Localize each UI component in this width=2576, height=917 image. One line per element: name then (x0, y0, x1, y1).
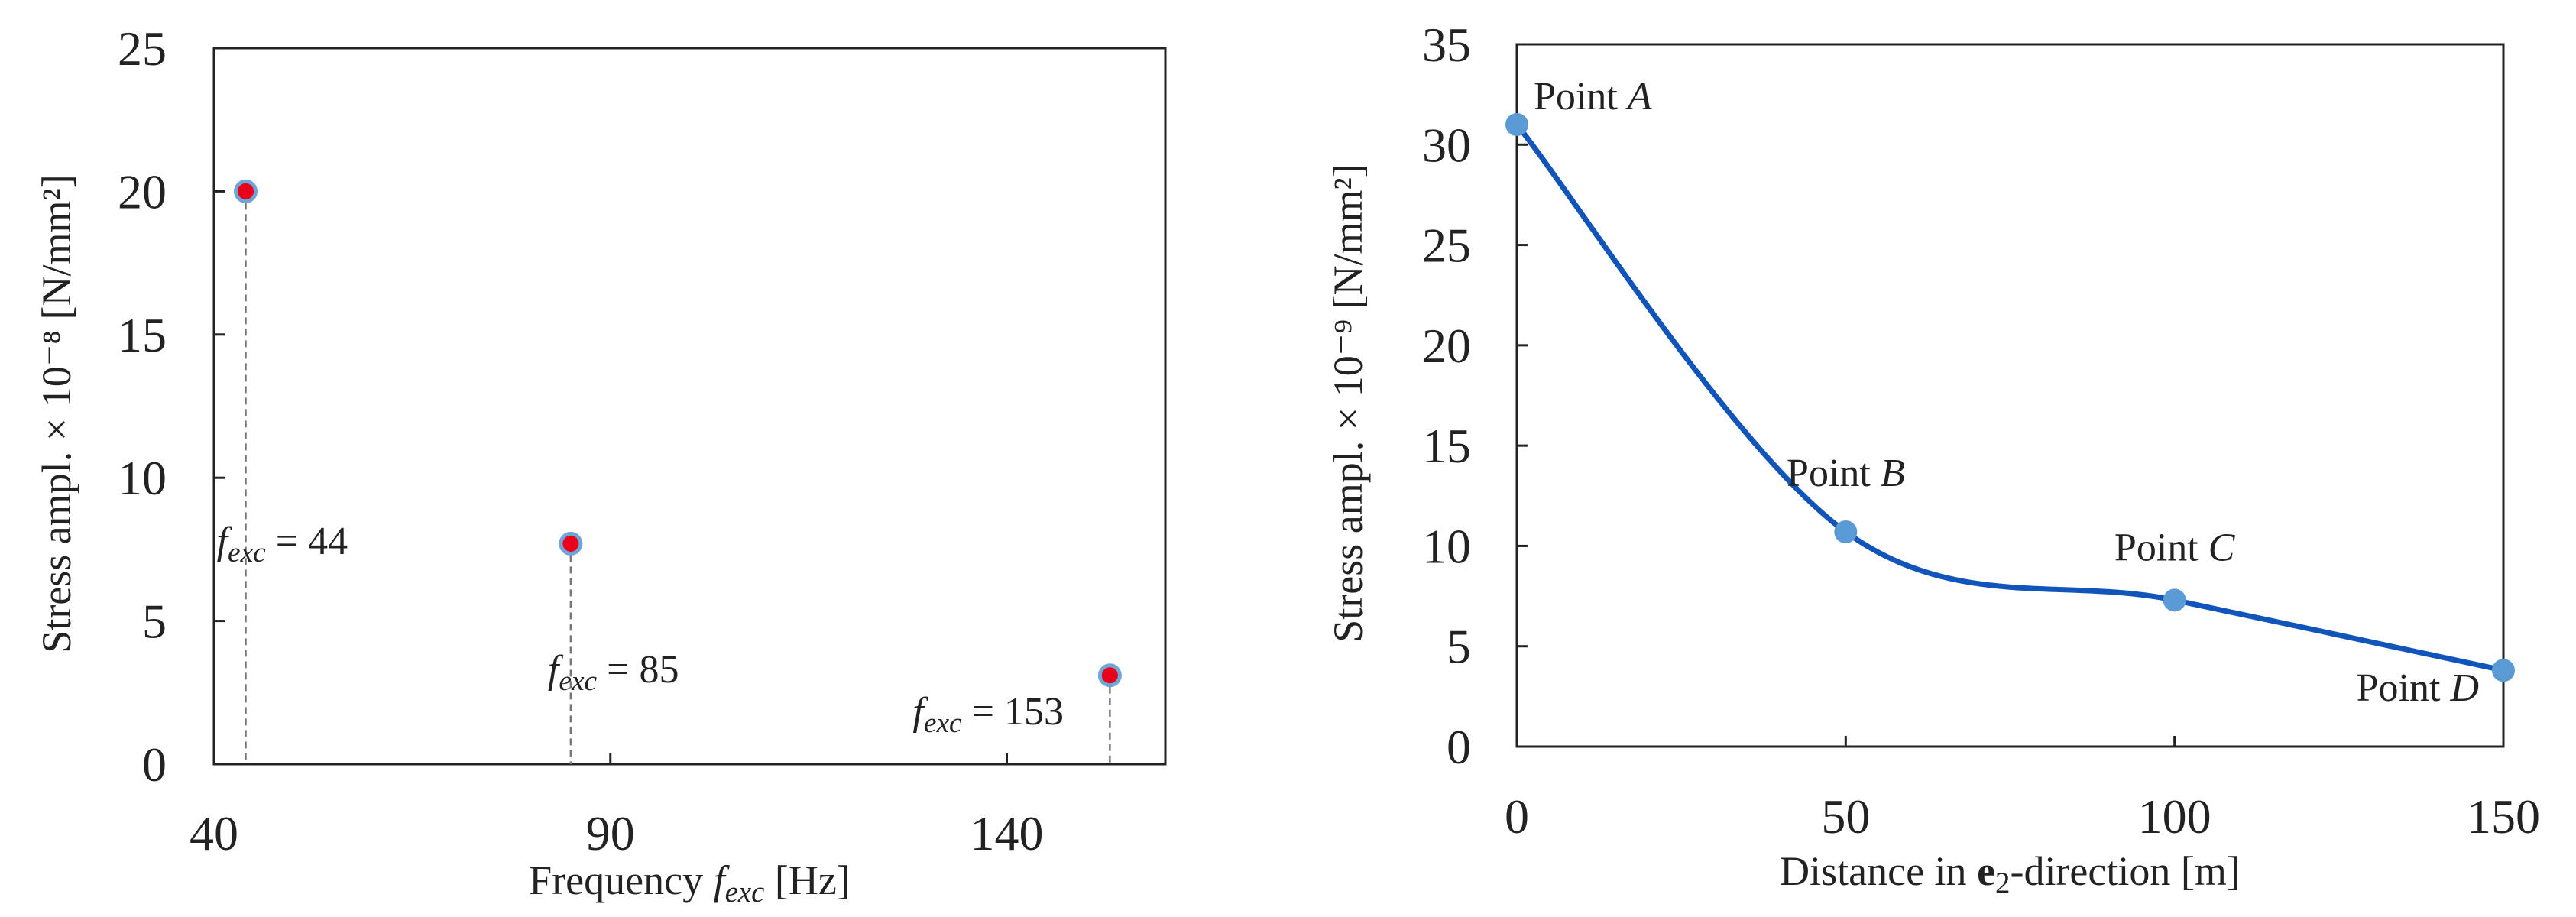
y-tick-label: 10 (118, 451, 167, 505)
y-axis-label: Stress ampl. × 10⁻⁹ [N/mm²] (1325, 164, 1371, 642)
plot-frame (212, 47, 1167, 766)
frequency-stem-chart: 0 5 10 15 20 25 40 90 140 fexc = 44 fexc = 85 fexc … (34, 21, 1167, 909)
x-tick-label: 100 (2138, 789, 2211, 844)
point-annotation: fexc = 44 (217, 520, 348, 569)
data-point (559, 531, 583, 556)
data-point (1834, 520, 1858, 544)
y-tick-label: 0 (1447, 720, 1471, 774)
point-annotation: Point A (1534, 75, 1652, 118)
point-annotation: fexc = 85 (548, 648, 679, 697)
plot-frame (1515, 43, 2505, 748)
point-annotation: Point C (2114, 526, 2236, 569)
y-tick-label: 20 (118, 164, 167, 219)
x-tick-label: 140 (970, 806, 1044, 860)
y-tick-label: 30 (1422, 118, 1471, 172)
y-tick-label: 25 (1422, 219, 1471, 273)
y-tick-label: 0 (142, 737, 167, 792)
data-point (1097, 663, 1122, 688)
x-tick-label: 40 (190, 806, 238, 860)
x-axis-label: Frequency fexc [Hz] (529, 857, 851, 909)
distance-line-chart: 0 5 10 15 20 25 30 35 0 50 100 150 Point A Point B Poi… (1325, 18, 2540, 899)
data-point (2492, 659, 2515, 682)
x-tick-label: 0 (1505, 789, 1529, 844)
y-tick-label: 15 (1422, 419, 1471, 473)
y-tick-label: 5 (1447, 620, 1471, 674)
x-tick-label: 150 (2467, 789, 2540, 844)
y-axis-label: Stress ampl. × 10⁻⁸ [N/mm²] (34, 174, 79, 653)
x-tick-label: 90 (586, 806, 635, 860)
data-point (1505, 113, 1528, 137)
y-tick-label: 20 (1422, 319, 1471, 373)
x-axis-label: Distance in e2-direction [m] (1780, 848, 2241, 899)
y-tick-label: 5 (142, 595, 167, 649)
y-tick-label: 15 (118, 308, 167, 362)
point-annotation: Point B (1787, 452, 1905, 495)
point-annotation: Point D (2357, 666, 2479, 710)
point-annotation: fexc = 153 (912, 690, 1064, 739)
data-point (234, 179, 258, 203)
y-tick-label: 25 (118, 21, 167, 76)
y-tick-label: 35 (1422, 18, 1471, 72)
y-tick-label: 10 (1422, 519, 1471, 573)
x-tick-label: 50 (1821, 789, 1870, 844)
data-point (2163, 588, 2186, 612)
series-line (1515, 122, 2504, 673)
